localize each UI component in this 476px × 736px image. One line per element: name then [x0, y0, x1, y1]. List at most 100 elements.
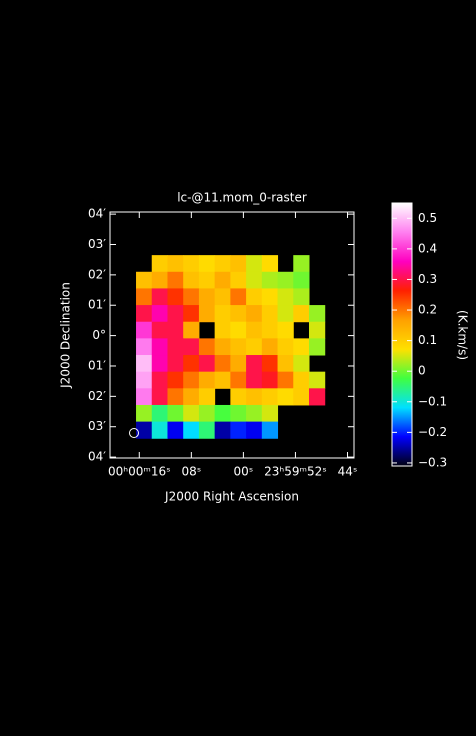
y-tick-label: 04′ — [88, 207, 106, 221]
raster-cell — [198, 371, 216, 389]
raster-cell — [198, 288, 216, 306]
colorbar-tick-label: 0.1 — [418, 333, 437, 347]
raster-cell — [167, 421, 184, 439]
raster-cell — [230, 271, 247, 289]
raster-cell — [214, 355, 231, 373]
colorbar-label: (K.km/s) — [456, 310, 470, 360]
plot-frame — [109, 211, 355, 459]
raster-cell — [198, 338, 216, 356]
raster-cell — [183, 388, 200, 406]
raster-cell — [261, 255, 279, 273]
raster-cell — [214, 288, 231, 306]
raster-cell — [246, 271, 263, 289]
raster-cell — [246, 421, 263, 439]
raster-cell — [183, 338, 200, 356]
raster-cell — [261, 404, 279, 423]
raster-cell — [151, 288, 168, 306]
raster-cell — [214, 271, 231, 289]
raster-cell — [198, 271, 216, 289]
x-tick-label: 00ˢ — [234, 465, 254, 479]
raster-cell — [183, 321, 200, 339]
x-axis-label: J2000 Right Ascension — [164, 490, 299, 504]
raster-cell — [183, 305, 200, 323]
raster-cell — [277, 305, 294, 323]
raster-cell — [167, 255, 184, 273]
raster-cell — [246, 305, 263, 323]
raster-cell — [230, 404, 247, 423]
raster-cell — [246, 338, 263, 356]
raster-cell — [167, 404, 184, 423]
raster-cell — [230, 371, 247, 389]
raster — [136, 255, 326, 439]
raster-cell — [261, 371, 279, 389]
raster-cell — [293, 371, 310, 389]
raster-cell — [167, 288, 184, 306]
raster-cell — [151, 338, 168, 356]
y-tick-label: 01′ — [88, 298, 106, 312]
raster-cell — [293, 255, 310, 273]
raster-cell — [308, 371, 326, 389]
raster-cell — [261, 288, 279, 306]
raster-cell — [151, 421, 168, 439]
raster-cell — [277, 338, 294, 356]
raster-cell — [246, 355, 263, 373]
raster-cell — [230, 305, 247, 323]
raster-cell — [261, 421, 279, 439]
raster-cell — [151, 271, 168, 289]
colorbar-tick-label: 0.5 — [418, 211, 437, 225]
colorbar-tick-label: 0.2 — [418, 303, 437, 317]
raster-cell — [151, 355, 168, 373]
raster-cell — [246, 321, 263, 339]
raster-cell — [308, 338, 326, 356]
colorbar-frame — [391, 202, 413, 467]
raster-cell — [246, 288, 263, 306]
raster-cell — [183, 288, 200, 306]
beam — [129, 428, 139, 438]
x-tick-label: 00ʰ00ᵐ16ˢ — [108, 465, 171, 479]
raster-cell — [230, 355, 247, 373]
colorbar-tick-label: −0.1 — [418, 394, 447, 408]
raster-cell — [136, 371, 153, 389]
raster-cell — [230, 388, 247, 406]
chart-title: lc-@11.mom_0-raster — [177, 191, 307, 205]
colorbar — [392, 203, 412, 466]
raster-cell — [167, 305, 184, 323]
raster-cell — [277, 288, 294, 306]
raster-cell — [308, 305, 326, 323]
raster-cell — [136, 355, 153, 373]
raster-cell — [214, 404, 231, 423]
raster-cell — [151, 371, 168, 389]
raster-cell — [230, 255, 247, 273]
raster-cell — [136, 321, 153, 339]
raster-cell — [293, 305, 310, 323]
y-tick-label: 02′ — [88, 267, 106, 281]
raster-cell — [167, 338, 184, 356]
raster-cell — [136, 305, 153, 323]
raster-cell — [183, 371, 200, 389]
raster-cell — [230, 421, 247, 439]
raster-cell — [293, 355, 310, 373]
raster-cell — [151, 305, 168, 323]
raster-cell — [277, 321, 294, 339]
raster-cell — [261, 355, 279, 373]
raster-cell — [198, 388, 216, 406]
raster-cell — [198, 355, 216, 373]
raster-cell — [167, 388, 184, 406]
y-axis-label: J2000 Declination — [59, 282, 73, 389]
raster-cell — [167, 371, 184, 389]
raster-cell — [293, 288, 310, 306]
raster-cell — [214, 255, 231, 273]
raster-cell — [293, 271, 310, 289]
raster-cell — [246, 255, 263, 273]
raster-cell — [293, 388, 310, 406]
raster-cell — [261, 321, 279, 339]
raster-cell — [151, 255, 168, 273]
colorbar-tick-label: 0 — [418, 364, 426, 378]
raster-cell — [136, 288, 153, 306]
y-tick-label: 01′ — [88, 358, 106, 372]
y-tick-label: 03′ — [88, 237, 106, 251]
raster-cell — [214, 338, 231, 356]
raster-cell — [308, 388, 326, 406]
raster-cell — [261, 388, 279, 406]
